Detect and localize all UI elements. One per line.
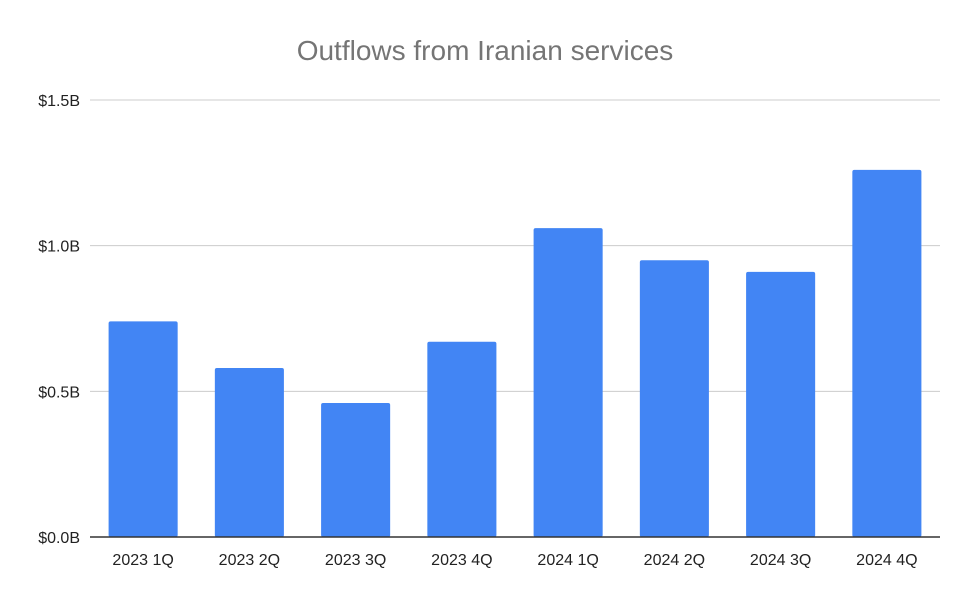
x-tick-label: 2023 4Q [431, 552, 492, 569]
x-tick-label: 2024 2Q [644, 552, 705, 569]
bars [108, 169, 922, 538]
bar [639, 260, 709, 537]
bar [321, 402, 391, 537]
x-tick-label: 2024 1Q [537, 552, 598, 569]
chart-title: Outflows from Iranian services [297, 35, 674, 66]
x-tick-label: 2023 2Q [219, 552, 280, 569]
bar [427, 341, 497, 537]
y-axis-tick-labels: $0.0B $0.5B $1.0B $1.5B [38, 93, 80, 547]
y-tick-label: $0.5B [38, 384, 80, 401]
bar [533, 228, 603, 538]
x-axis-tick-labels: 2023 1Q 2023 2Q 2023 3Q 2023 4Q 2024 1Q 2024 … [112, 552, 917, 569]
bar [746, 271, 816, 537]
bar [852, 169, 922, 538]
bar [108, 321, 178, 537]
bar [214, 368, 284, 537]
y-tick-label: $0.0B [38, 530, 80, 547]
x-tick-label: 2023 3Q [325, 552, 386, 569]
x-tick-label: 2024 4Q [856, 552, 917, 569]
y-tick-label: $1.5B [38, 93, 80, 110]
y-tick-label: $1.0B [38, 239, 80, 256]
x-tick-label: 2023 1Q [112, 552, 173, 569]
x-tick-label: 2024 3Q [750, 552, 811, 569]
